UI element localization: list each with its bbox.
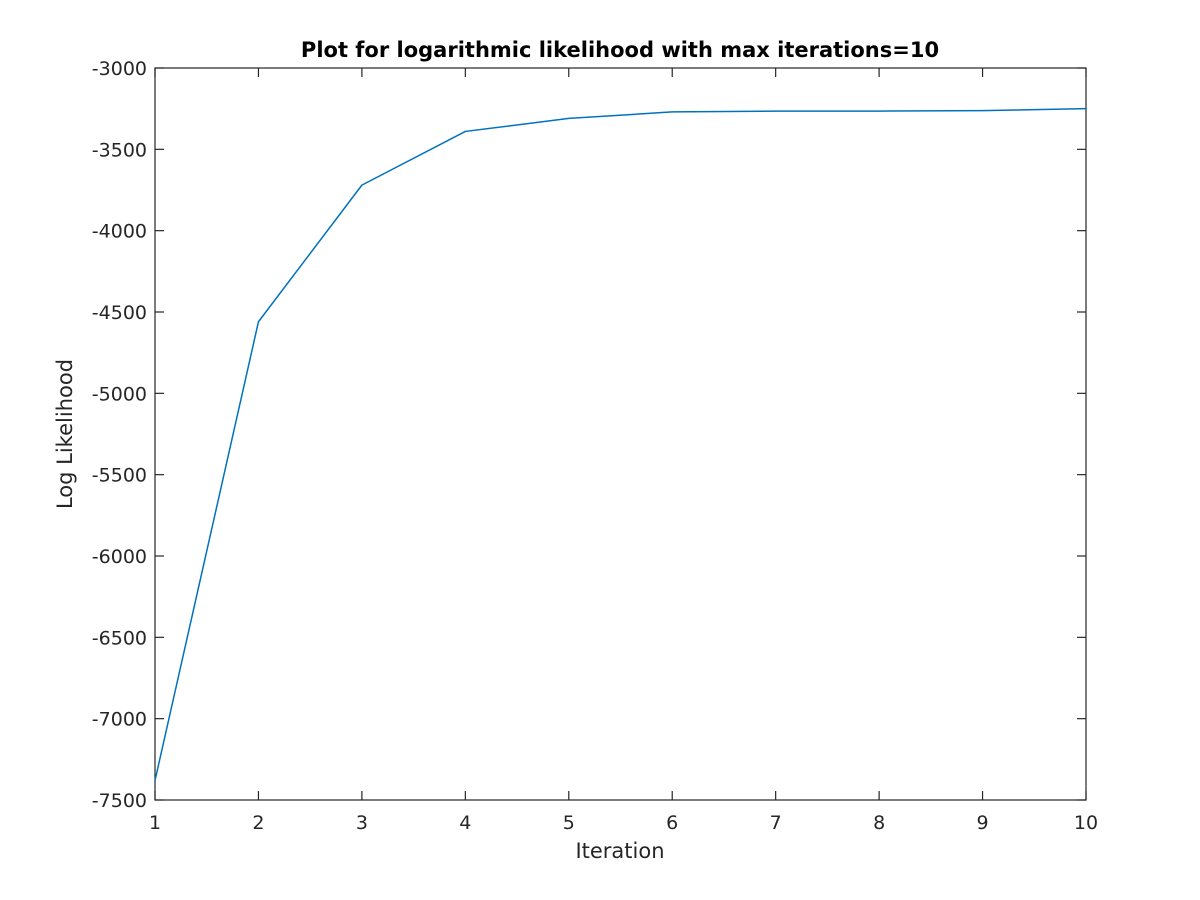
- y-tick-label: -5000: [92, 383, 147, 405]
- axes: 1 2 3 4 5 6 7 8 9 10 -7500 -7000 -6500 -6000 -5500 -50…: [92, 58, 1098, 834]
- x-axis-ticks: 1 2 3 4 5 6 7 8 9 10: [149, 68, 1098, 834]
- series-layer: [154, 107, 1087, 781]
- x-axis-title: Iteration: [575, 839, 664, 863]
- y-tick-label: -3500: [92, 139, 147, 161]
- y-tick-label: -7000: [92, 709, 147, 731]
- chart-title: Plot for logarithmic likelihood with max…: [301, 38, 939, 62]
- y-tick-label: -5500: [92, 465, 147, 487]
- y-tick-label: -4500: [92, 302, 147, 324]
- x-tick-label: 3: [356, 812, 368, 834]
- x-tick-label: 5: [563, 812, 575, 834]
- y-axis-ticks: -7500 -7000 -6500 -6000 -5500 -5000 -4500 -4000…: [92, 58, 1086, 812]
- x-tick-label: 7: [770, 812, 782, 834]
- y-tick-label: -3000: [92, 58, 147, 80]
- y-tick-label: -6500: [92, 627, 147, 649]
- x-tick-label: 4: [459, 812, 471, 834]
- x-tick-label: 8: [873, 812, 885, 834]
- plot-area-box: [154, 67, 1087, 801]
- x-tick-label: 6: [666, 812, 678, 834]
- x-tick-label: 1: [149, 812, 161, 834]
- x-tick-label: 9: [977, 812, 989, 834]
- y-tick-label: -4000: [92, 221, 147, 243]
- x-tick-label: 2: [252, 812, 264, 834]
- x-tick-label: 10: [1074, 812, 1098, 834]
- y-tick-label: -7500: [92, 790, 147, 812]
- y-axis-title: Log Likelihood: [53, 359, 77, 509]
- series-line: [154, 107, 1087, 781]
- y-tick-label: -6000: [92, 546, 147, 568]
